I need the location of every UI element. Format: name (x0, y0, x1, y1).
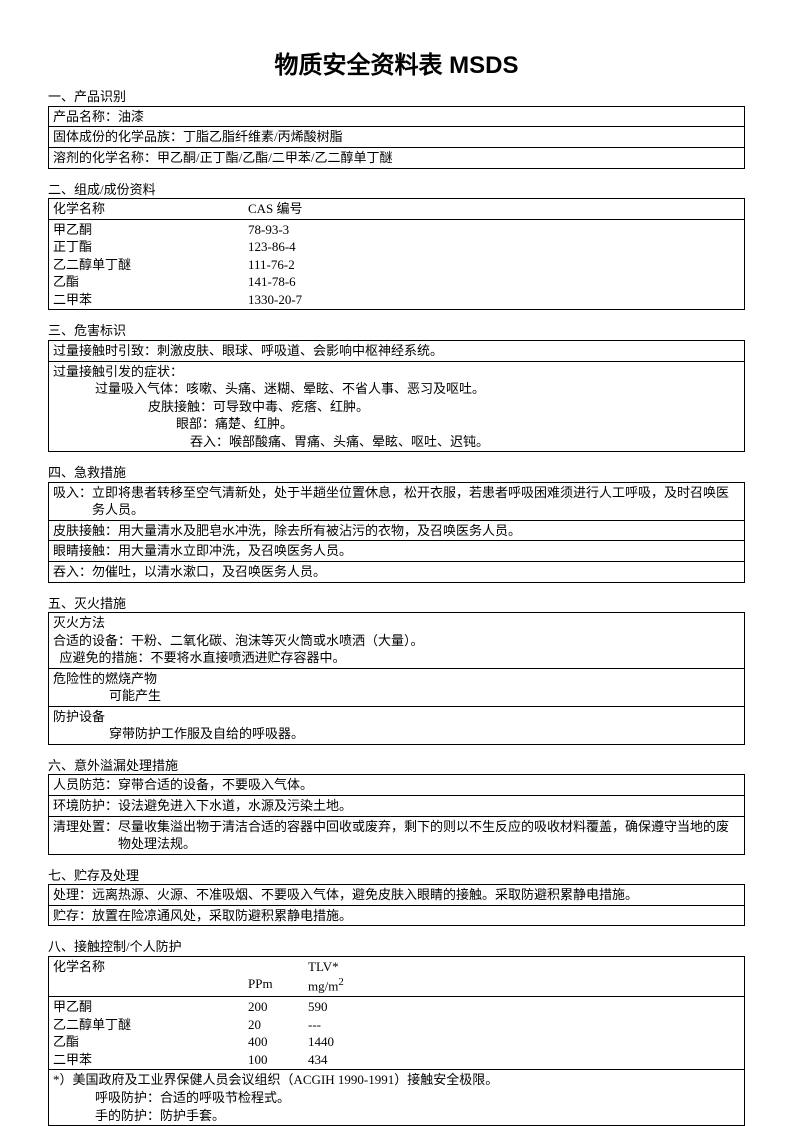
s3-r2-l5: 吞入：喉部酸痛、胃痛、头痛、晕眩、呕吐、迟钝。 (53, 433, 740, 451)
s2-data: 甲乙酮78-93-3 正丁酯123-86-4 乙二醇单丁醚111-76-2 乙酯… (48, 219, 745, 311)
s8-notes: *）美国政府及工业界保健人员会议组织（ACGIH 1990-1991）接触安全极… (48, 1069, 745, 1126)
s8-hdr-tlv: TLV* (308, 958, 339, 976)
s8-n0: 甲乙酮 (53, 998, 248, 1016)
s1-row1: 产品名称：油漆 (48, 106, 745, 128)
s3-row2: 过量接触引发的症状： 过量吸入气体：咳嗽、头痛、迷糊、晕眩、不省人事、恶习及呕吐… (48, 361, 745, 453)
s2-c0: 78-93-3 (248, 221, 740, 239)
s2-c4: 1330-20-7 (248, 291, 740, 309)
section8-heading: 八、接触控制/个人防护 (48, 938, 745, 956)
s4-row3: 眼睛接触：用大量清水立即冲洗，及召唤医务人员。 (48, 540, 745, 562)
s6-row1: 人员防范：穿带合适的设备，不要吸入气体。 (48, 774, 745, 796)
s4-row2: 皮肤接触：用大量清水及肥皂水冲洗，除去所有被沾污的衣物，及召唤医务人员。 (48, 520, 745, 542)
s8-m1: --- (308, 1016, 740, 1034)
s3-row1: 过量接触时引致：刺激皮肤、眼球、呼吸道、会影响中枢神经系统。 (48, 340, 745, 362)
s8-hdr-ppm: PPm (248, 975, 308, 995)
section7-heading: 七、贮存及处理 (48, 867, 745, 885)
s8-m2: 1440 (308, 1033, 740, 1051)
s8-m0: 590 (308, 998, 740, 1016)
section4-heading: 四、急救措施 (48, 464, 745, 482)
s8-note3: 手的防护：防护手套。 (53, 1107, 740, 1125)
s7-row2: 贮存：放置在险凉通风处，采取防避积累静电措施。 (48, 905, 745, 927)
s5-b3-l2: 穿带防护工作服及自给的呼吸器。 (53, 725, 740, 743)
s5-b1-l3: 应避免的措施：不要将水直接喷洒进贮存容器中。 (53, 649, 740, 667)
s1-row2: 固体成份的化学品族：丁脂乙脂纤维素/丙烯酸树脂 (48, 126, 745, 148)
page-title: 物质安全资料表 MSDS (48, 50, 745, 82)
s6-r3-text: 尽量收集溢出物于清洁合适的容器中回收或废弃，剩下的则以不生反应的吸收材料覆盖，确… (118, 818, 740, 853)
s4-row4: 吞入：勿催吐，以清水漱口，及召唤医务人员。 (48, 561, 745, 583)
s4-row1: 吸入： 立即将患者转移至空气清新处，处于半趟坐位置休息，松开衣服，若患者呼吸困难… (48, 482, 745, 521)
s5-box1: 灭火方法 合适的设备：干粉、二氧化碳、泡沫等灭火筒或水喷洒（大量）。 应避免的措… (48, 612, 745, 669)
s5-box2: 危险性的燃烧产物 可能产生 (48, 668, 745, 707)
s3-r2-l2: 过量吸入气体：咳嗽、头痛、迷糊、晕眩、不省人事、恶习及呕吐。 (53, 380, 740, 398)
s3-r2-l3: 皮肤接触：可导致中毒、疙瘩、红肿。 (53, 398, 740, 416)
s6-row2: 环境防护：设法避免进入下水道，水源及污染土地。 (48, 795, 745, 817)
s5-b1-l1: 灭火方法 (53, 614, 740, 632)
s5-b2-l1: 危险性的燃烧产物 (53, 670, 740, 688)
s2-n1: 正丁酯 (53, 238, 248, 256)
s5-b1-l2: 合适的设备：干粉、二氧化碳、泡沫等灭火筒或水喷洒（大量）。 (53, 632, 740, 650)
s8-data: 甲乙酮200590 乙二醇单丁醚20--- 乙酯4001440 二甲苯10043… (48, 996, 745, 1070)
s8-hdr-mg: mg/m2 (308, 975, 740, 995)
s2-hdr-name: 化学名称 (53, 200, 248, 218)
s8-header: 化学名称 TLV* PPm mg/m2 (48, 956, 745, 997)
s2-n3: 乙酯 (53, 273, 248, 291)
s8-note1: *）美国政府及工业界保健人员会议组织（ACGIH 1990-1991）接触安全极… (53, 1071, 740, 1089)
s8-n3: 二甲苯 (53, 1051, 248, 1069)
s8-hdr-name: 化学名称 (53, 958, 248, 976)
s7-row1: 处理：远离热源、火源、不准吸烟、不要吸入气体，避免皮肤入眼睛的接触。采取防避积累… (48, 884, 745, 906)
s8-p0: 200 (248, 998, 308, 1016)
s2-n2: 乙二醇单丁醚 (53, 256, 248, 274)
s2-header-row: 化学名称 CAS 编号 (48, 198, 745, 220)
s3-r2-l1: 过量接触引发的症状： (53, 363, 740, 381)
s2-c2: 111-76-2 (248, 256, 740, 274)
section5-heading: 五、灭火措施 (48, 595, 745, 613)
section3-heading: 三、危害标识 (48, 322, 745, 340)
s3-r2-l4: 眼部：痛楚、红肿。 (53, 415, 740, 433)
section1-heading: 一、产品识别 (48, 88, 745, 106)
s8-m3: 434 (308, 1051, 740, 1069)
s2-c3: 141-78-6 (248, 273, 740, 291)
s2-n0: 甲乙酮 (53, 221, 248, 239)
section6-heading: 六、意外溢漏处理措施 (48, 757, 745, 775)
s8-p1: 20 (248, 1016, 308, 1034)
s5-b2-l2: 可能产生 (53, 687, 740, 705)
s8-p3: 100 (248, 1051, 308, 1069)
s1-row3: 溶剂的化学名称：甲乙酮/正丁酯/乙酯/二甲苯/乙二醇单丁醚 (48, 147, 745, 169)
section2-heading: 二、组成/成份资料 (48, 181, 745, 199)
s6-row3: 清理处置： 尽量收集溢出物于清洁合适的容器中回收或废弃，剩下的则以不生反应的吸收… (48, 816, 745, 855)
s8-n2: 乙酯 (53, 1033, 248, 1051)
s8-note2: 呼吸防护：合适的呼吸节检程式。 (53, 1089, 740, 1107)
s8-p2: 400 (248, 1033, 308, 1051)
s5-box3: 防护设备 穿带防护工作服及自给的呼吸器。 (48, 706, 745, 745)
s2-hdr-cas: CAS 编号 (248, 200, 740, 218)
s4-r1-text: 立即将患者转移至空气清新处，处于半趟坐位置休息，松开衣服，若患者呼吸困难须进行人… (92, 484, 740, 519)
s8-n1: 乙二醇单丁醚 (53, 1016, 248, 1034)
s5-b3-l1: 防护设备 (53, 708, 740, 726)
s2-n4: 二甲苯 (53, 291, 248, 309)
s2-c1: 123-86-4 (248, 238, 740, 256)
